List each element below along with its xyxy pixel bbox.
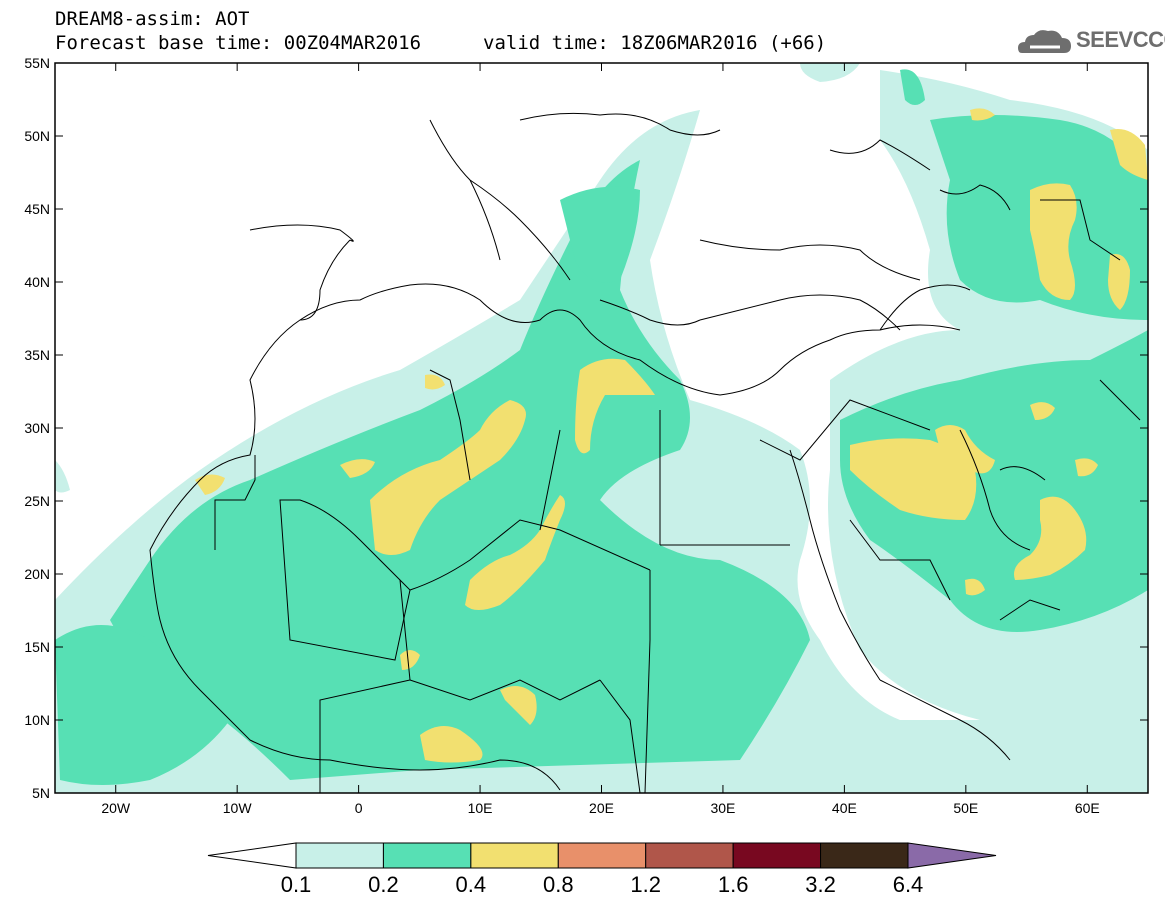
lon-label: 40E	[832, 800, 857, 816]
map-title: DREAM8-assim: AOT	[55, 8, 250, 30]
cloud-icon	[1018, 30, 1071, 53]
colorbar-box	[645, 842, 734, 869]
colorbar-over-triangle	[907, 842, 997, 869]
latitude-axis: 55N 50N 45N 40N 35N 30N 25N 20N 15N 10N 5N	[24, 55, 1148, 801]
lat-label: 35N	[24, 347, 50, 363]
colorbar-label: 0.4	[456, 872, 487, 897]
lon-label: 10E	[468, 800, 493, 816]
lon-label: 30E	[710, 800, 735, 816]
colorbar-box	[557, 842, 647, 869]
lat-label: 50N	[24, 128, 50, 144]
lat-label: 15N	[24, 639, 50, 655]
colorbar-label: 1.6	[718, 872, 749, 897]
lon-label: 10W	[223, 800, 253, 816]
lon-label: 20E	[589, 800, 614, 816]
lat-label: 30N	[24, 420, 50, 436]
lon-label: 20W	[101, 800, 131, 816]
aot-field	[55, 63, 1148, 793]
lat-label: 10N	[24, 712, 50, 728]
colorbar-label: 0.2	[368, 872, 399, 897]
logo-text: SEEVCCC	[1076, 27, 1165, 52]
lat-label: 40N	[24, 274, 50, 290]
lat-label: 5N	[32, 785, 50, 801]
valid-time: valid time: 18Z06MAR2016 (+66)	[483, 32, 827, 54]
lat-label: 25N	[24, 493, 50, 509]
colorbar-box	[470, 842, 559, 869]
colorbar-box	[295, 842, 384, 869]
colorbar-label: 0.1	[281, 872, 312, 897]
lon-label: 60E	[1075, 800, 1100, 816]
lat-label: 20N	[24, 566, 50, 582]
colorbar-box	[820, 842, 909, 869]
coastlines-borders	[149, 112, 1141, 793]
colorbar-under-triangle	[207, 842, 297, 869]
colorbar-label: 6.4	[893, 872, 924, 897]
colorbar-box	[382, 842, 472, 869]
lat-label: 55N	[24, 55, 50, 71]
colorbar-label: 1.2	[630, 872, 661, 897]
longitude-axis: 20W 10W 0 10E 20E 30E 40E 50E 60E	[101, 63, 1100, 816]
lon-label: 0	[355, 800, 363, 816]
forecast-base-time: Forecast base time: 00Z04MAR2016	[55, 32, 422, 54]
lat-label: 45N	[24, 201, 50, 217]
colorbar: 0.1 0.2 0.4 0.8 1.2 1.6 3.2 6.4	[207, 842, 997, 897]
colorbar-box	[732, 842, 822, 869]
colorbar-label: 0.8	[543, 872, 574, 897]
lon-label: 50E	[953, 800, 978, 816]
aot-level-0-4	[195, 108, 1148, 763]
colorbar-label: 3.2	[805, 872, 836, 897]
